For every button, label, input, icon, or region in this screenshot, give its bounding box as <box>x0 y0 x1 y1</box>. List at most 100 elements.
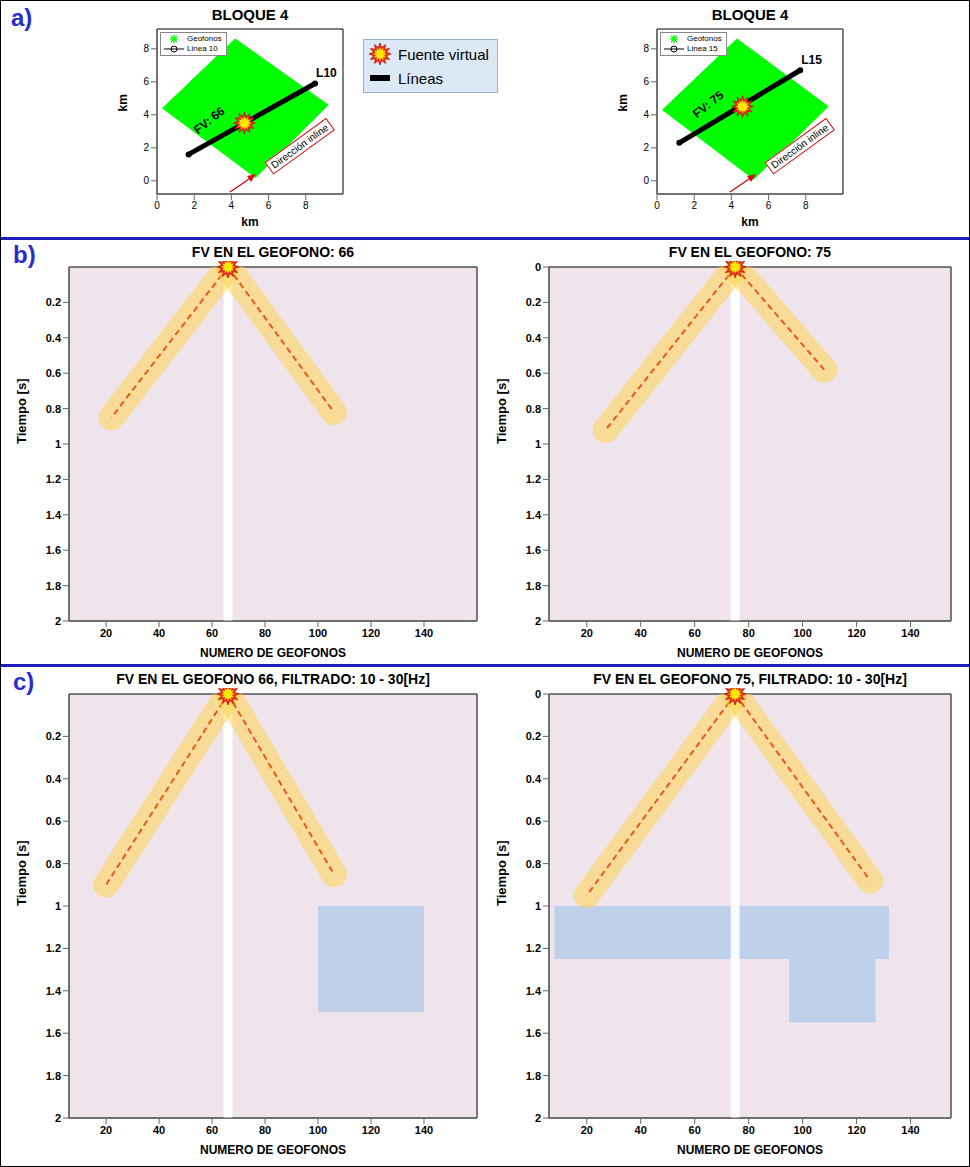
svg-text:0.4: 0.4 <box>526 773 542 785</box>
svg-text:4: 4 <box>729 200 735 211</box>
svg-text:1.8: 1.8 <box>46 1070 61 1082</box>
svg-text:120: 120 <box>362 627 380 639</box>
svg-text:0.2: 0.2 <box>526 730 541 742</box>
svg-text:1.2: 1.2 <box>526 942 541 954</box>
svg-text:km: km <box>741 215 758 229</box>
svg-text:6: 6 <box>266 200 272 211</box>
svg-text:60: 60 <box>206 627 218 639</box>
svg-text:0: 0 <box>643 175 649 186</box>
svg-text:100: 100 <box>793 1124 811 1136</box>
svg-text:1.2: 1.2 <box>46 473 61 485</box>
svg-text:0.4: 0.4 <box>526 332 542 344</box>
svg-text:0: 0 <box>535 261 541 273</box>
svg-text:8: 8 <box>803 200 809 211</box>
svg-text:0.8: 0.8 <box>46 858 61 870</box>
svg-text:1.6: 1.6 <box>46 1027 61 1039</box>
svg-text:1.8: 1.8 <box>526 1070 541 1082</box>
svg-text:60: 60 <box>689 1124 701 1136</box>
svg-text:0.6: 0.6 <box>526 815 541 827</box>
svg-text:2: 2 <box>191 200 197 211</box>
svg-text:0.8: 0.8 <box>526 403 541 415</box>
svg-text:6: 6 <box>143 76 149 87</box>
svg-text:6: 6 <box>643 76 649 87</box>
svg-text:4: 4 <box>229 200 235 211</box>
svg-text:1.4: 1.4 <box>46 509 62 521</box>
svg-text:1.6: 1.6 <box>526 544 541 556</box>
svg-text:0.4: 0.4 <box>46 773 62 785</box>
svg-text:2: 2 <box>535 615 541 627</box>
svg-text:1: 1 <box>55 900 61 912</box>
svg-text:100: 100 <box>309 1124 327 1136</box>
svg-text:140: 140 <box>901 627 919 639</box>
svg-text:20: 20 <box>100 627 112 639</box>
svg-text:2: 2 <box>55 1112 61 1124</box>
svg-text:60: 60 <box>206 1124 218 1136</box>
svg-text:1.2: 1.2 <box>46 942 61 954</box>
svg-text:1: 1 <box>535 900 541 912</box>
svg-text:0.2: 0.2 <box>46 730 61 742</box>
svg-text:40: 40 <box>153 1124 165 1136</box>
svg-text:km: km <box>116 94 130 111</box>
svg-text:1.4: 1.4 <box>526 985 542 997</box>
svg-text:km: km <box>241 215 258 229</box>
svg-text:80: 80 <box>743 627 755 639</box>
svg-text:0: 0 <box>654 200 660 211</box>
svg-text:1.2: 1.2 <box>526 473 541 485</box>
svg-text:40: 40 <box>635 1124 647 1136</box>
svg-text:NUMERO DE GEOFONOS: NUMERO DE GEOFONOS <box>200 1143 346 1157</box>
svg-text:80: 80 <box>743 1124 755 1136</box>
svg-text:1.8: 1.8 <box>46 580 61 592</box>
svg-text:140: 140 <box>901 1124 919 1136</box>
svg-text:120: 120 <box>362 1124 380 1136</box>
svg-text:6: 6 <box>766 200 772 211</box>
svg-text:Tiempo [s]: Tiempo [s] <box>494 841 509 907</box>
svg-text:120: 120 <box>847 627 865 639</box>
svg-text:20: 20 <box>100 1124 112 1136</box>
svg-text:100: 100 <box>309 627 327 639</box>
svg-text:2: 2 <box>143 142 149 153</box>
svg-text:20: 20 <box>581 1124 593 1136</box>
svg-text:0.2: 0.2 <box>46 296 61 308</box>
svg-text:km: km <box>616 94 630 111</box>
svg-text:0.4: 0.4 <box>46 332 62 344</box>
svg-text:2: 2 <box>55 615 61 627</box>
svg-text:NUMERO DE GEOFONOS: NUMERO DE GEOFONOS <box>677 1143 823 1157</box>
svg-text:80: 80 <box>259 1124 271 1136</box>
svg-text:4: 4 <box>643 109 649 120</box>
svg-text:1.8: 1.8 <box>526 580 541 592</box>
svg-text:1.6: 1.6 <box>46 544 61 556</box>
svg-text:40: 40 <box>635 627 647 639</box>
svg-text:20: 20 <box>581 627 593 639</box>
svg-text:0.8: 0.8 <box>526 858 541 870</box>
svg-text:0: 0 <box>154 200 160 211</box>
svg-text:0: 0 <box>143 175 149 186</box>
svg-text:2: 2 <box>691 200 697 211</box>
svg-text:Tiempo [s]: Tiempo [s] <box>494 379 509 445</box>
svg-text:NUMERO DE GEOFONOS: NUMERO DE GEOFONOS <box>200 646 346 660</box>
svg-text:Tiempo [s]: Tiempo [s] <box>14 379 29 445</box>
svg-text:8: 8 <box>303 200 309 211</box>
svg-text:NUMERO DE GEOFONOS: NUMERO DE GEOFONOS <box>677 646 823 660</box>
svg-text:0.8: 0.8 <box>46 403 61 415</box>
svg-text:140: 140 <box>415 627 433 639</box>
svg-text:100: 100 <box>793 627 811 639</box>
svg-text:120: 120 <box>847 1124 865 1136</box>
svg-text:0.6: 0.6 <box>46 815 61 827</box>
svg-text:1: 1 <box>535 438 541 450</box>
svg-text:8: 8 <box>643 43 649 54</box>
svg-text:1.4: 1.4 <box>46 985 62 997</box>
svg-text:Tiempo [s]: Tiempo [s] <box>14 841 29 907</box>
svg-text:140: 140 <box>415 1124 433 1136</box>
svg-text:80: 80 <box>259 627 271 639</box>
svg-text:8: 8 <box>143 43 149 54</box>
svg-text:0: 0 <box>535 688 541 700</box>
svg-text:1: 1 <box>55 438 61 450</box>
svg-text:0.6: 0.6 <box>46 367 61 379</box>
svg-text:2: 2 <box>643 142 649 153</box>
svg-text:1.4: 1.4 <box>526 509 542 521</box>
svg-text:0.2: 0.2 <box>526 296 541 308</box>
svg-text:2: 2 <box>535 1112 541 1124</box>
svg-text:60: 60 <box>689 627 701 639</box>
svg-text:40: 40 <box>153 627 165 639</box>
svg-text:1.6: 1.6 <box>526 1027 541 1039</box>
